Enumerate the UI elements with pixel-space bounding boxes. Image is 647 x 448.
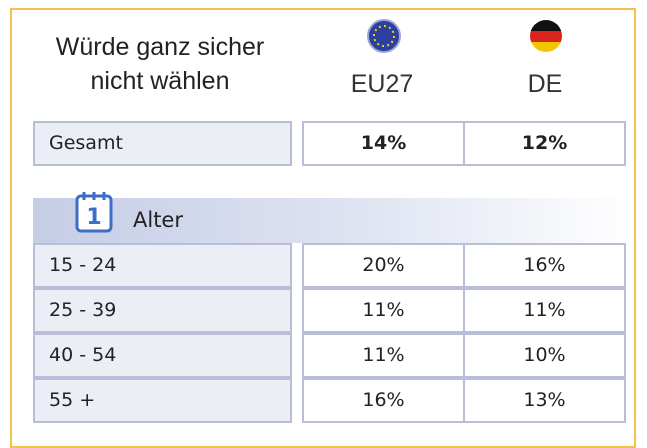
cell: 11% — [302, 333, 465, 378]
row-label: 55 + — [33, 378, 292, 423]
cell: 10% — [463, 333, 626, 378]
cell: 14% — [302, 121, 465, 166]
cell: 13% — [463, 378, 626, 423]
de-flag — [530, 20, 562, 52]
section-band — [33, 198, 633, 243]
row-label: Gesamt — [33, 121, 292, 166]
page: Würde ganz sicher nicht wählen EU27 DE G… — [10, 8, 636, 448]
cell: 20% — [302, 243, 465, 288]
calendar-icon: 1 — [75, 192, 113, 233]
row-label: 40 - 54 — [33, 333, 292, 378]
cell: 16% — [302, 378, 465, 423]
icon-label: 1 — [86, 205, 101, 230]
title-line: nicht wählen — [90, 67, 230, 95]
column-header: EU27 — [350, 70, 414, 98]
row-label: 25 - 39 — [33, 288, 292, 333]
eu-flag — [367, 19, 401, 53]
section-title: Alter — [133, 208, 183, 232]
cell: 11% — [463, 288, 626, 333]
cell: 11% — [302, 288, 465, 333]
row-label: 15 - 24 — [33, 243, 292, 288]
column-header: DE — [527, 70, 563, 98]
cell: 16% — [463, 243, 626, 288]
title-line: Würde ganz sicher — [55, 33, 265, 61]
cell: 12% — [463, 121, 626, 166]
